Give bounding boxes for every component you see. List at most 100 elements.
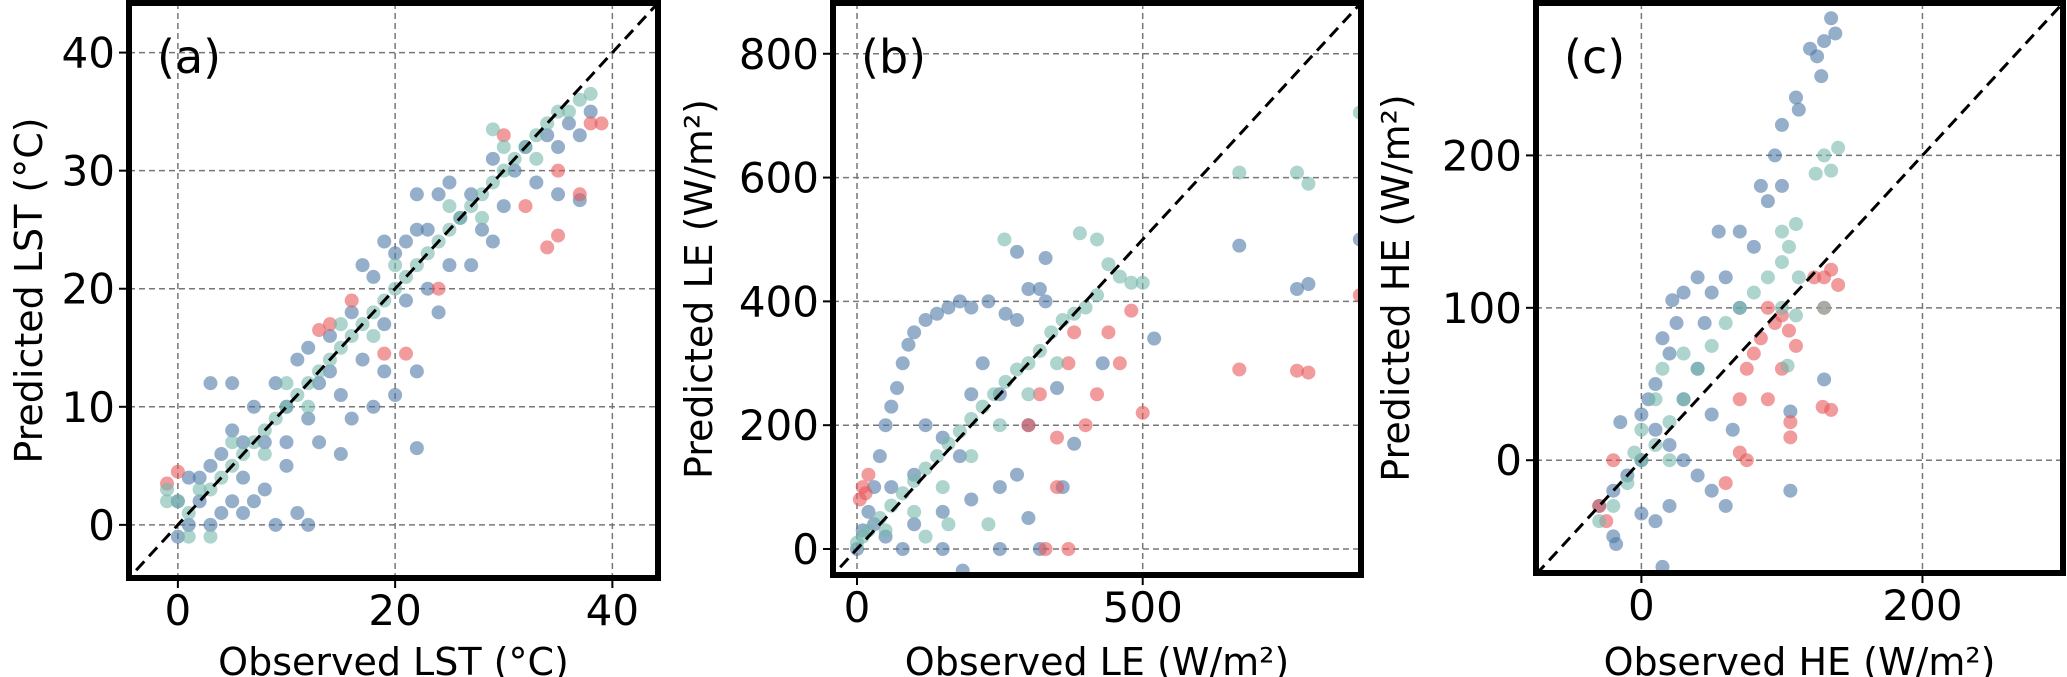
- scatter-point: [1112, 269, 1127, 284]
- scatter-point: [322, 328, 337, 343]
- scatter-point: [551, 187, 566, 202]
- scatter-point: [1704, 483, 1719, 498]
- scatter-point: [170, 494, 185, 509]
- scatter-point: [1124, 303, 1139, 318]
- y-tick-label: 200: [739, 401, 819, 450]
- scatter-point: [1620, 476, 1635, 491]
- scatter-point: [1788, 216, 1803, 231]
- scatter-point: [997, 232, 1012, 247]
- scatter-point: [301, 399, 316, 414]
- scatter-point: [1704, 407, 1719, 422]
- scatter-point: [884, 399, 899, 414]
- scatter-point: [160, 494, 175, 509]
- scatter-point: [192, 482, 207, 497]
- scatter-point: [1067, 436, 1082, 451]
- scatter-point: [941, 517, 956, 532]
- scatter-point: [561, 116, 576, 131]
- scatter-point: [1783, 430, 1798, 445]
- scatter-point: [992, 480, 1007, 495]
- scatter-point: [301, 517, 316, 532]
- scatter-points: [1592, 11, 1846, 573]
- scatter-point: [1010, 244, 1024, 259]
- scatter-point: [1774, 224, 1789, 239]
- scatter-point: [1112, 356, 1127, 371]
- series-2: [160, 86, 598, 544]
- scatter-point: [236, 506, 251, 521]
- scatter-point: [246, 399, 261, 414]
- scatter-point: [203, 376, 218, 391]
- scatter-point: [333, 447, 348, 462]
- scatter-point: [1718, 270, 1733, 285]
- y-tick-label: 0: [792, 525, 819, 574]
- scatter-point: [594, 116, 609, 131]
- y-axis-label: Predicted LE (W/m²): [677, 99, 721, 479]
- scatter-point: [475, 210, 490, 225]
- scatter-point: [1032, 387, 1047, 402]
- scatter-point: [1662, 415, 1677, 430]
- scatter-point: [312, 435, 327, 450]
- y-tick-label: 600: [739, 154, 819, 203]
- scatter-point: [312, 376, 327, 391]
- scatter-point: [1767, 148, 1782, 163]
- scatter-point: [1061, 542, 1076, 556]
- scatter-point: [1690, 468, 1705, 483]
- scatter-point: [507, 163, 522, 178]
- scatter-point: [1078, 300, 1093, 315]
- scatter-point: [1739, 361, 1754, 376]
- scatter-point: [878, 523, 893, 538]
- scatter-point: [160, 482, 175, 497]
- scatter-point: [290, 506, 305, 521]
- scatter-point: [878, 418, 893, 433]
- scatter-point: [344, 305, 359, 320]
- scatter-point: [1718, 316, 1733, 331]
- scatter-point: [572, 187, 587, 202]
- scatter-point: [1665, 293, 1680, 308]
- scatter-point: [1732, 300, 1747, 315]
- scatter-point: [333, 317, 348, 332]
- scatter-point: [170, 464, 185, 479]
- scatter-point: [1676, 453, 1691, 468]
- scatter-point: [1021, 511, 1036, 526]
- scatter-point: [322, 317, 337, 332]
- scatter-point: [1301, 277, 1316, 292]
- y-tick-label: 10: [62, 383, 115, 432]
- scatter-point: [1050, 356, 1064, 371]
- scatter-point: [1072, 226, 1087, 241]
- scatter-point: [485, 122, 500, 137]
- axes-frame: [126, 0, 661, 581]
- scatter-point: [1760, 194, 1775, 209]
- scatter-point: [398, 234, 413, 249]
- y-tick-label: 100: [1442, 284, 1522, 333]
- y-tick-label: 0: [88, 501, 115, 550]
- scatter-point: [1781, 323, 1796, 338]
- scatter-point: [1791, 102, 1806, 117]
- scatter-point: [344, 411, 359, 426]
- scatter-point: [975, 356, 990, 371]
- scatter-point: [964, 492, 979, 507]
- scatter-point: [1655, 559, 1670, 573]
- scatter-point: [952, 294, 967, 309]
- scatter-point: [181, 529, 196, 544]
- scatter-point: [1690, 270, 1705, 285]
- scatter-point: [1662, 346, 1677, 361]
- scatter-point: [529, 151, 544, 166]
- scatter-point: [1038, 542, 1053, 556]
- scatter-point: [992, 542, 1007, 556]
- scatter-point: [366, 399, 381, 414]
- x-tick-label: 20: [368, 586, 421, 635]
- x-tick-label: 0: [165, 586, 192, 635]
- scatter-point: [1753, 331, 1768, 346]
- scatter-point: [551, 140, 566, 155]
- scatter-point: [572, 92, 587, 107]
- series-1: [852, 288, 1361, 556]
- scatter-point: [420, 222, 435, 237]
- scatter-point: [1753, 178, 1768, 193]
- one-to-one-line: [129, 3, 658, 578]
- scatter-point: [355, 352, 370, 367]
- scatter-point: [1788, 90, 1803, 105]
- scatter-point: [1831, 277, 1846, 292]
- scatter-point: [861, 467, 876, 482]
- scatter-point: [583, 104, 598, 119]
- scatter-point: [1662, 453, 1677, 468]
- scatter-point: [225, 494, 240, 509]
